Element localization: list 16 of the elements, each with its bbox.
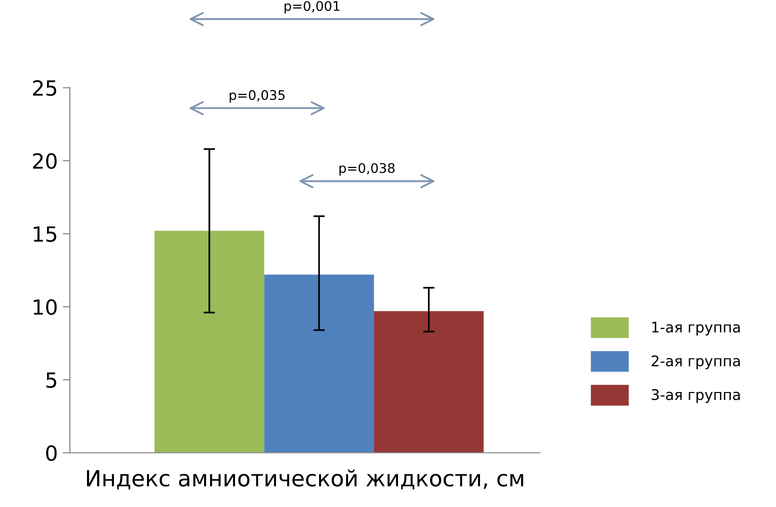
bar — [264, 274, 374, 453]
legend-label: 3-ая группа — [652, 389, 740, 403]
y-tick-label: 20 — [33, 153, 57, 169]
y-tick-label: 5 — [46, 372, 56, 388]
y-tick-label: 0 — [46, 445, 57, 461]
y-tick-label: 25 — [33, 80, 56, 96]
annotation: p=0,035 — [230, 90, 285, 103]
y-tick-label: 10 — [34, 299, 57, 315]
x-tick-label: Индекс амниотической жидкости, см — [86, 470, 524, 490]
bar — [154, 230, 264, 453]
legend-label: 1-ая группа — [652, 322, 740, 336]
bar — [374, 311, 484, 453]
text: p=0,001 — [284, 0, 340, 14]
annotation: p=0,038 — [339, 163, 395, 176]
y-tick-label: 15 — [34, 226, 56, 242]
legend-label: 2-ая группа — [652, 355, 740, 370]
